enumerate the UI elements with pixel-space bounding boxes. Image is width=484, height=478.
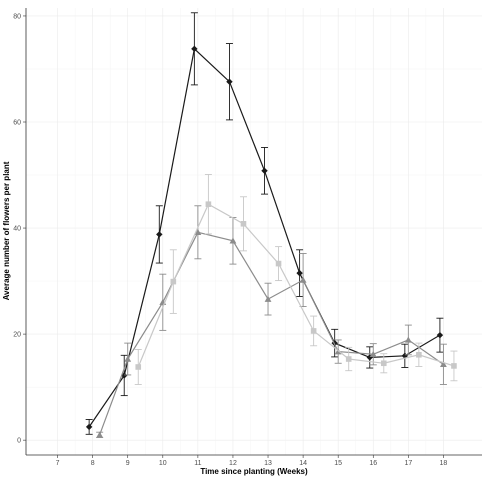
x-tick-label: 18 bbox=[440, 460, 448, 467]
data-point-diamond bbox=[436, 331, 444, 339]
axes bbox=[25, 8, 482, 456]
data-point-diamond bbox=[226, 78, 233, 85]
data-point-triangle bbox=[369, 350, 377, 357]
data-point-square bbox=[135, 364, 142, 370]
y-tick-label: 20 bbox=[13, 332, 21, 339]
data-point-triangle bbox=[124, 355, 132, 362]
x-tick-label: 10 bbox=[159, 460, 167, 467]
x-tick-label: 8 bbox=[91, 460, 95, 467]
y-axis-title: Average number of flowers per plant bbox=[2, 161, 11, 300]
x-tick-label: 14 bbox=[299, 460, 307, 467]
x-tick-label: 16 bbox=[369, 460, 377, 467]
data-point-triangle bbox=[264, 295, 272, 302]
data-point-diamond bbox=[85, 423, 93, 431]
data-point-square bbox=[451, 363, 457, 369]
y-tick-label: 60 bbox=[13, 120, 21, 127]
data-point-triangle bbox=[404, 336, 412, 343]
y-tick-label: 40 bbox=[13, 226, 21, 233]
x-tick-label: 13 bbox=[264, 460, 272, 467]
data-point-square bbox=[205, 201, 212, 207]
data-point-diamond bbox=[156, 231, 163, 238]
data-point-triangle bbox=[194, 228, 202, 236]
series bbox=[85, 12, 458, 438]
data-point-diamond bbox=[261, 167, 268, 174]
x-tick-label: 12 bbox=[229, 460, 237, 467]
series-2 bbox=[96, 205, 447, 438]
data-point-square bbox=[275, 260, 282, 267]
data-point-triangle bbox=[299, 276, 307, 283]
data-point-triangle bbox=[96, 431, 104, 438]
data-point-triangle bbox=[229, 237, 237, 244]
data-point-triangle bbox=[440, 360, 447, 368]
series-3 bbox=[134, 174, 458, 385]
data-point-square bbox=[170, 278, 177, 285]
data-point-square bbox=[310, 328, 317, 334]
tick-labels: 7 8 9 10 11 12 13 14 15 16 17 18 0 20 40 60 80 bbox=[13, 13, 447, 467]
series-line bbox=[137, 203, 455, 368]
data-point-square bbox=[380, 360, 387, 367]
x-tick-label: 7 bbox=[56, 460, 60, 467]
series-1 bbox=[85, 12, 444, 435]
x-tick-label: 11 bbox=[194, 460, 201, 467]
data-point-square bbox=[240, 221, 247, 227]
y-tick-label: 80 bbox=[13, 13, 21, 20]
y-tick-label: 0 bbox=[17, 438, 21, 445]
data-point-square bbox=[345, 356, 352, 362]
x-tick-label: 9 bbox=[126, 460, 130, 467]
data-point-diamond bbox=[191, 45, 198, 53]
x-tick-label: 17 bbox=[404, 460, 412, 467]
data-point-diamond bbox=[121, 372, 128, 379]
x-axis-title: Time since planting (Weeks) bbox=[200, 467, 308, 476]
data-point-diamond bbox=[296, 269, 303, 277]
x-tick-label: 15 bbox=[334, 460, 342, 467]
data-point-square bbox=[416, 351, 422, 358]
